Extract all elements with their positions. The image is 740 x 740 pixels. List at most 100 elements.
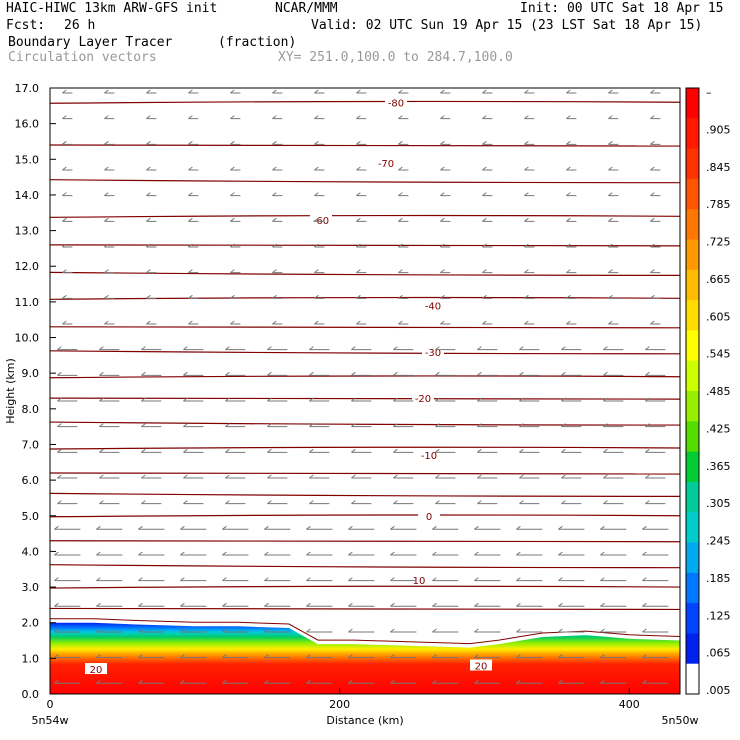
x-left-end-label: 5n54w bbox=[32, 714, 69, 727]
wind-vector bbox=[440, 89, 451, 94]
colorbar-segment bbox=[686, 148, 699, 180]
tracer-area bbox=[50, 622, 680, 694]
contour-label-bg bbox=[418, 509, 440, 521]
colorbar-label: .305 bbox=[706, 497, 731, 510]
wind-vector bbox=[188, 269, 199, 274]
wind-vector bbox=[309, 397, 330, 402]
wind-vector bbox=[516, 525, 543, 530]
wind-vector bbox=[272, 243, 283, 248]
wind-vector bbox=[558, 654, 585, 659]
wind-vector bbox=[62, 269, 73, 274]
wind-vector bbox=[474, 654, 501, 659]
contour-line bbox=[49, 144, 681, 147]
wind-vector bbox=[183, 371, 204, 376]
contour-label: -70 bbox=[378, 159, 394, 170]
wind-vector bbox=[519, 371, 540, 376]
wind-vector bbox=[188, 217, 199, 222]
wind-vector bbox=[393, 500, 414, 505]
wind-vector bbox=[645, 448, 666, 453]
y-tick-label: 13.0 bbox=[15, 225, 40, 238]
wind-vector bbox=[398, 115, 409, 120]
wind-vector bbox=[566, 269, 577, 274]
wind-vector bbox=[558, 602, 585, 607]
wind-vector bbox=[435, 474, 456, 479]
wind-vector bbox=[267, 397, 288, 402]
wind-vector bbox=[306, 654, 333, 659]
wind-vector bbox=[435, 423, 456, 428]
wind-vector bbox=[398, 217, 409, 222]
axes: 0.0 1.0 2.0 3.0 4.0 5.0 6.0 7.0 8.0 9.0 10.0 11.0 12… bbox=[4, 82, 698, 727]
wind-vector bbox=[558, 577, 585, 582]
wind-vector bbox=[57, 397, 78, 402]
wind-vector bbox=[356, 166, 367, 171]
wind-vector bbox=[390, 679, 417, 684]
wind-vector bbox=[477, 346, 498, 351]
wind-vector bbox=[141, 423, 162, 428]
x-right-end-label: 5n50w bbox=[662, 714, 699, 727]
wind-vector bbox=[351, 474, 372, 479]
wind-vector bbox=[225, 371, 246, 376]
wind-vector bbox=[99, 397, 120, 402]
wind-vector bbox=[180, 525, 207, 530]
wind-vector bbox=[54, 679, 81, 684]
x-axis-label: Distance (km) bbox=[326, 714, 403, 727]
wind-vector bbox=[222, 654, 249, 659]
wind-vector bbox=[230, 140, 241, 145]
wind-vector bbox=[183, 474, 204, 479]
wind-vector bbox=[141, 371, 162, 376]
wind-vector bbox=[183, 423, 204, 428]
wind-vector bbox=[608, 89, 619, 94]
wind-vector bbox=[600, 654, 627, 659]
wind-vector bbox=[267, 423, 288, 428]
wind-vector bbox=[180, 602, 207, 607]
wind-vector bbox=[222, 628, 249, 633]
colorbar-label: .905 bbox=[706, 123, 731, 136]
wind-vector bbox=[183, 397, 204, 402]
colorbar-segment bbox=[686, 603, 699, 634]
wind-vector bbox=[642, 551, 669, 556]
contour-line bbox=[49, 296, 681, 300]
wind-vector bbox=[351, 397, 372, 402]
wind-vector bbox=[603, 423, 624, 428]
wind-vector bbox=[104, 294, 115, 299]
wind-vector bbox=[650, 166, 661, 171]
wind-vector bbox=[561, 448, 582, 453]
wind-vector bbox=[477, 423, 498, 428]
wind-vector bbox=[54, 525, 81, 530]
contour-line bbox=[49, 179, 681, 184]
wind-vector bbox=[566, 192, 577, 197]
y-tick-label: 3.0 bbox=[22, 581, 40, 594]
wind-vector bbox=[558, 525, 585, 530]
contour-line bbox=[49, 585, 681, 589]
wind-vector bbox=[398, 140, 409, 145]
contour-label-bg bbox=[408, 573, 430, 585]
wind-vector bbox=[272, 320, 283, 325]
wind-vector bbox=[180, 551, 207, 556]
contour-line bbox=[49, 397, 681, 400]
wind-vector bbox=[477, 371, 498, 376]
wind-vector bbox=[348, 679, 375, 684]
wind-vector bbox=[558, 628, 585, 633]
colorbar-label: – bbox=[706, 86, 712, 99]
wind-vector bbox=[222, 679, 249, 684]
wind-vector bbox=[516, 628, 543, 633]
wind-vector bbox=[642, 679, 669, 684]
wind-vector bbox=[99, 448, 120, 453]
wind-vector bbox=[650, 140, 661, 145]
wind-vector bbox=[524, 192, 535, 197]
colorbar-frame bbox=[685, 87, 700, 695]
wind-vector bbox=[180, 577, 207, 582]
colorbar-label: .185 bbox=[706, 572, 731, 585]
colorbar-segment bbox=[686, 209, 699, 240]
wind-vector bbox=[519, 346, 540, 351]
wind-vector bbox=[516, 654, 543, 659]
wind-vector bbox=[230, 294, 241, 299]
y-tick-label: 1.0 bbox=[22, 652, 40, 665]
wind-vector bbox=[524, 294, 535, 299]
wind-vector bbox=[230, 89, 241, 94]
contour-line bbox=[49, 271, 681, 276]
wind-vector bbox=[183, 500, 204, 505]
colorbar: – .905 .845 .785 .725 .665 .605 .545 .485 .425 .36… bbox=[685, 86, 731, 697]
wind-vector bbox=[99, 500, 120, 505]
wind-vector bbox=[432, 577, 459, 582]
